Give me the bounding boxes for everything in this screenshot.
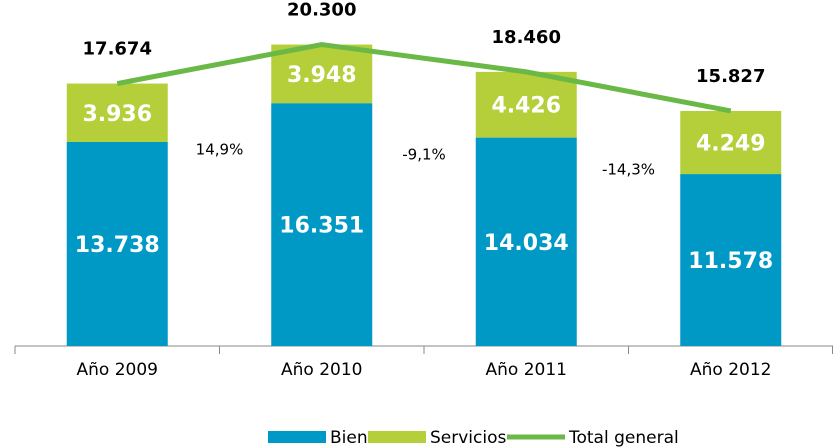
x-tick-label: Año 2009: [77, 360, 158, 380]
total-label: 15.827: [696, 66, 765, 87]
bar-segment: [271, 103, 373, 346]
value-label: 14.034: [484, 231, 569, 256]
bar-segment: [475, 137, 577, 346]
legend-label: Total general: [568, 428, 679, 448]
x-tick-label: Año 2010: [281, 360, 362, 380]
annotation: -14,3%: [602, 161, 655, 179]
value-label: 13.738: [75, 233, 160, 258]
x-tick-label: Año 2012: [690, 360, 771, 380]
bar-segment: [66, 83, 168, 142]
line: [116, 42, 732, 114]
value-label: 16.351: [279, 214, 364, 239]
value-label: 3.948: [287, 63, 357, 88]
value-label: 3.936: [82, 102, 152, 127]
bar-segment: [66, 141, 168, 346]
legend-swatch: [368, 431, 426, 443]
x-tick-label: Año 2011: [486, 360, 567, 380]
bar-segment: [475, 71, 577, 138]
annotation: 14,9%: [196, 141, 244, 159]
value-label: 4.426: [491, 94, 561, 119]
total-label: 17.674: [83, 39, 152, 60]
total-label: 20.300: [287, 0, 356, 21]
annotation: -9,1%: [402, 146, 446, 164]
legend-swatch: [268, 431, 326, 443]
value-label: 4.249: [696, 132, 766, 157]
bar-segment: [271, 44, 373, 104]
total-label: 18.460: [492, 27, 561, 48]
legend-label: Servicios: [430, 428, 506, 448]
bar-segment: [680, 174, 782, 346]
bar-segment: [680, 110, 782, 175]
value-label: 11.578: [688, 249, 773, 274]
